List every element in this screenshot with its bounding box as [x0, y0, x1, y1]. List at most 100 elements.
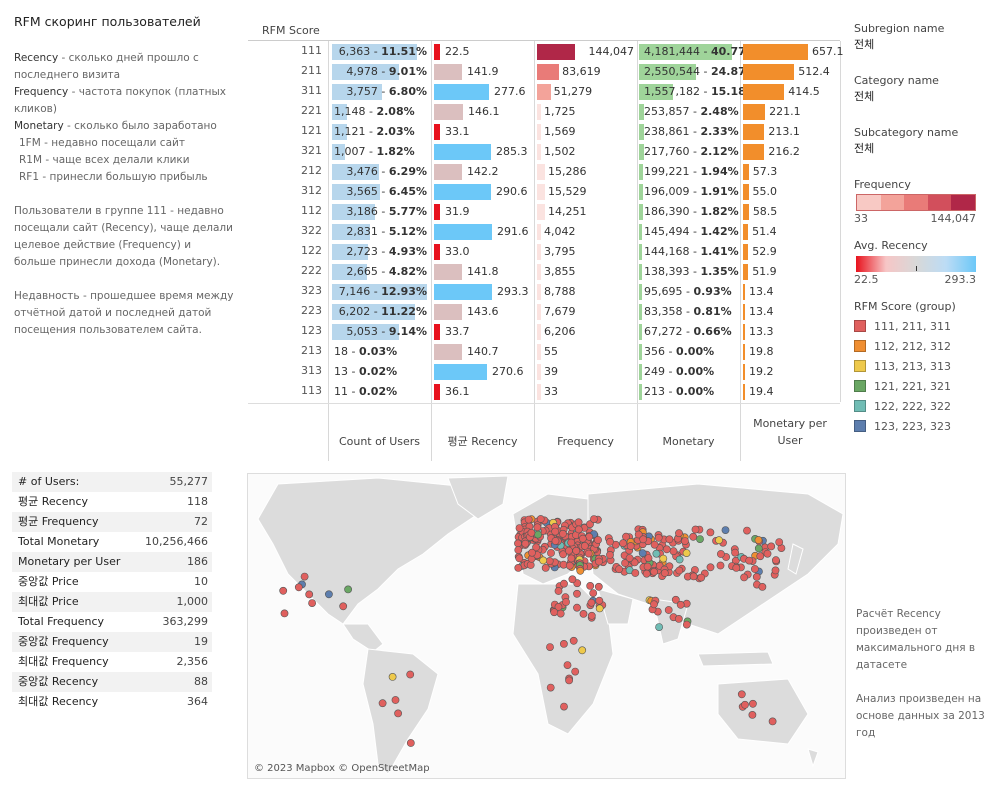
user-location-dot[interactable]: [748, 710, 757, 719]
user-location-dot[interactable]: [639, 535, 648, 544]
user-location-dot[interactable]: [560, 702, 568, 711]
user-location-dot[interactable]: [546, 643, 554, 651]
mpu-bar[interactable]: [743, 144, 765, 160]
monetary-bar[interactable]: [639, 184, 644, 200]
mpu-bar[interactable]: [743, 44, 809, 60]
mpu-bar[interactable]: [743, 364, 745, 380]
row-score-label[interactable]: 213: [301, 344, 322, 357]
row-score-label[interactable]: 222: [301, 264, 322, 277]
user-location-dot[interactable]: [741, 700, 749, 709]
user-location-dot[interactable]: [745, 556, 754, 565]
row-score-label[interactable]: 121: [301, 124, 322, 137]
count-bar[interactable]: [332, 324, 400, 340]
user-location-dot[interactable]: [541, 564, 550, 572]
row-score-label[interactable]: 312: [301, 184, 322, 197]
user-location-dot[interactable]: [748, 699, 757, 708]
user-location-dot[interactable]: [532, 543, 540, 552]
column-header[interactable]: Monetary: [662, 435, 715, 448]
monetary-bar[interactable]: [639, 224, 643, 240]
count-bar[interactable]: [332, 104, 348, 120]
user-location-dot[interactable]: [585, 532, 594, 541]
user-location-dot[interactable]: [587, 598, 596, 607]
row-score-label[interactable]: 323: [301, 284, 322, 297]
monetary-bar[interactable]: [639, 364, 642, 380]
user-location-dot[interactable]: [721, 526, 730, 534]
user-location-dot[interactable]: [595, 604, 604, 613]
mpu-bar[interactable]: [743, 324, 745, 340]
user-location-dot[interactable]: [654, 533, 663, 542]
filter-dropdown[interactable]: 전체: [854, 90, 875, 103]
user-location-dot[interactable]: [606, 537, 614, 546]
monetary-bar[interactable]: [639, 44, 732, 60]
user-location-dot[interactable]: [619, 539, 627, 548]
user-location-dot[interactable]: [547, 549, 555, 557]
frequency-bar[interactable]: [537, 244, 541, 260]
user-location-dot[interactable]: [533, 523, 542, 532]
mpu-bar[interactable]: [743, 264, 749, 280]
user-location-dot[interactable]: [391, 696, 400, 704]
user-location-dot[interactable]: [587, 611, 596, 620]
filter-dropdown[interactable]: 전체: [854, 142, 875, 155]
monetary-bar[interactable]: [639, 384, 642, 400]
user-location-dot[interactable]: [642, 569, 651, 578]
user-location-dot[interactable]: [586, 520, 594, 529]
user-location-dot[interactable]: [689, 532, 698, 541]
user-location-dot[interactable]: [378, 699, 387, 708]
recency-bar[interactable]: [434, 184, 491, 200]
mpu-bar[interactable]: [743, 104, 766, 120]
user-location-dot[interactable]: [567, 538, 576, 547]
mpu-bar[interactable]: [743, 284, 745, 300]
user-location-dot[interactable]: [775, 538, 784, 546]
recency-bar[interactable]: [434, 124, 440, 140]
user-location-dot[interactable]: [536, 515, 545, 523]
user-location-dot[interactable]: [756, 552, 765, 561]
user-location-dot[interactable]: [771, 566, 780, 575]
recency-bar[interactable]: [434, 364, 487, 380]
frequency-bar[interactable]: [537, 204, 545, 220]
mpu-bar[interactable]: [743, 204, 749, 220]
user-location-dot[interactable]: [406, 670, 415, 679]
user-location-dot[interactable]: [534, 530, 542, 539]
user-location-dot[interactable]: [594, 582, 603, 591]
user-location-dot[interactable]: [560, 579, 568, 588]
user-location-dot[interactable]: [675, 555, 684, 564]
monetary-bar[interactable]: [639, 304, 642, 320]
frequency-bar[interactable]: [537, 304, 541, 320]
user-location-dot[interactable]: [564, 546, 573, 555]
legend-item[interactable]: 122, 222, 322: [854, 396, 994, 416]
user-location-dot[interactable]: [715, 536, 723, 545]
user-location-dot[interactable]: [675, 529, 683, 538]
mpu-bar[interactable]: [743, 244, 749, 260]
user-location-dot[interactable]: [300, 572, 309, 581]
user-location-dot[interactable]: [754, 536, 763, 544]
user-location-dot[interactable]: [339, 602, 348, 611]
frequency-bar[interactable]: [537, 384, 541, 400]
count-bar[interactable]: [332, 84, 383, 100]
column-header[interactable]: Frequency: [557, 435, 614, 448]
user-location-dot[interactable]: [689, 572, 698, 581]
user-location-dot[interactable]: [621, 559, 629, 567]
user-location-dot[interactable]: [682, 620, 691, 629]
user-location-dot[interactable]: [697, 573, 706, 582]
user-location-dot[interactable]: [556, 609, 565, 618]
user-location-dot[interactable]: [559, 639, 568, 648]
user-location-dot[interactable]: [768, 717, 777, 726]
user-location-dot[interactable]: [662, 545, 671, 554]
user-location-dot[interactable]: [650, 567, 658, 576]
user-location-dot[interactable]: [568, 575, 577, 584]
user-location-dot[interactable]: [388, 672, 397, 681]
row-score-label[interactable]: 113: [301, 384, 322, 397]
frequency-bar[interactable]: [537, 324, 541, 340]
user-location-dot[interactable]: [546, 683, 555, 692]
user-location-dot[interactable]: [655, 623, 663, 631]
user-location-dot[interactable]: [767, 542, 776, 551]
mpu-bar[interactable]: [743, 124, 765, 140]
user-location-dot[interactable]: [571, 667, 580, 676]
count-bar[interactable]: [332, 44, 417, 60]
user-location-dot[interactable]: [634, 530, 643, 539]
user-location-dot[interactable]: [545, 557, 554, 565]
user-location-dot[interactable]: [682, 549, 691, 557]
user-location-dot[interactable]: [514, 546, 523, 554]
user-location-dot[interactable]: [574, 518, 583, 527]
user-location-dot[interactable]: [594, 536, 602, 544]
